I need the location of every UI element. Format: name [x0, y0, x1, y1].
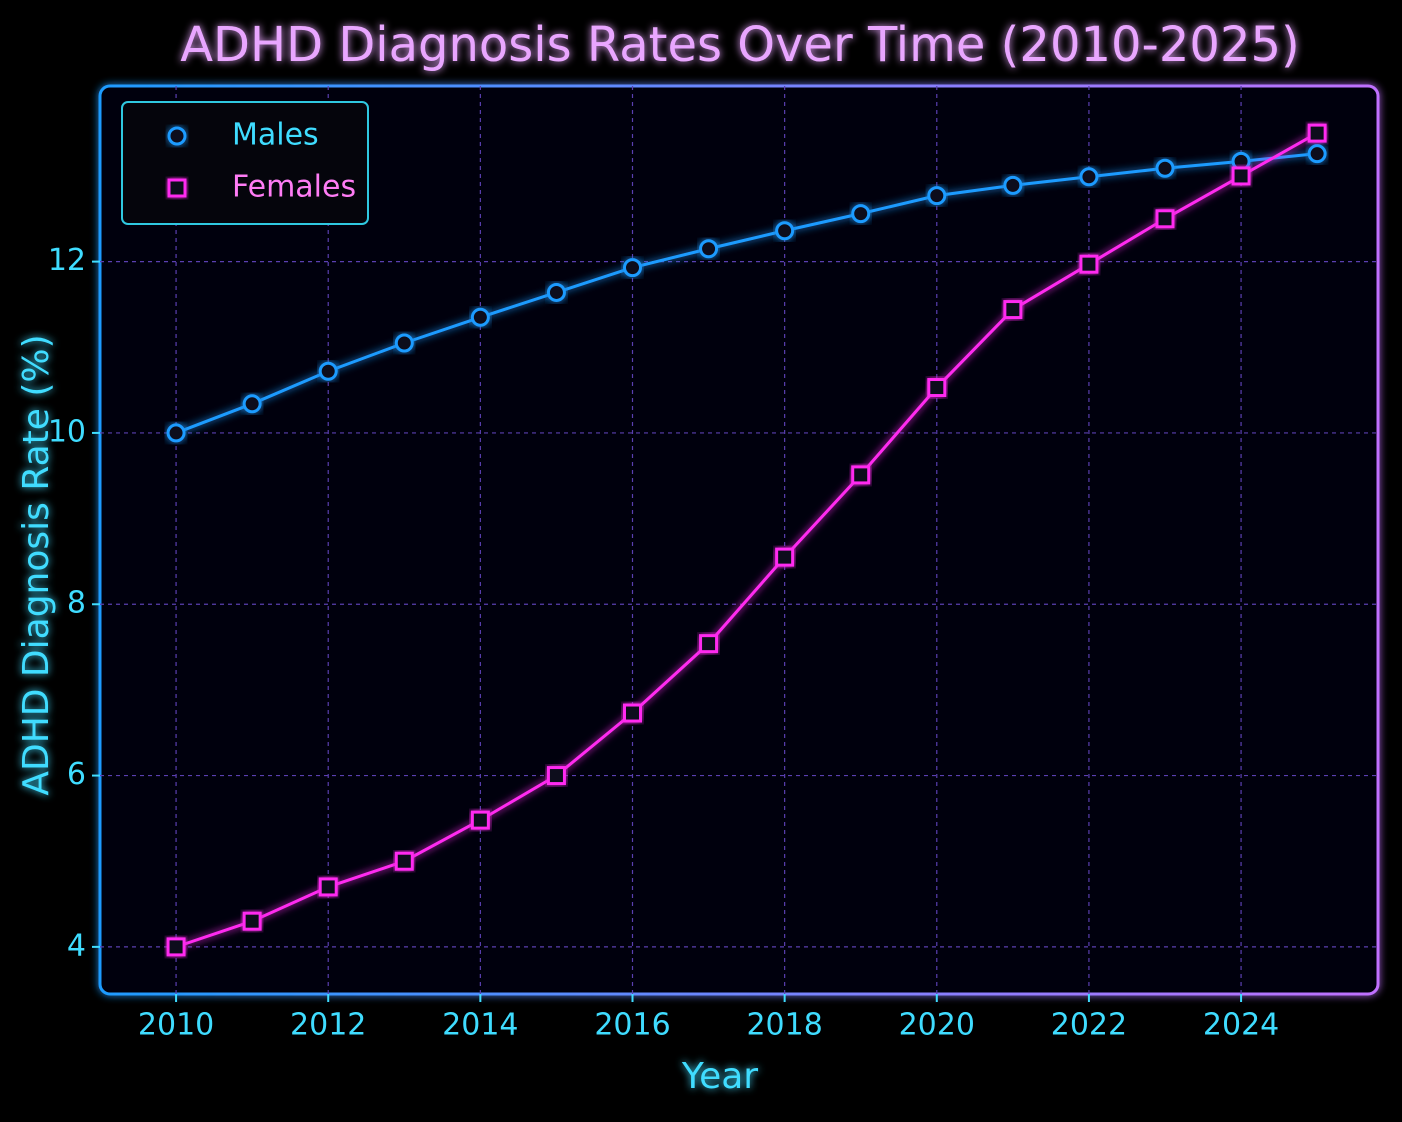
marker	[623, 258, 642, 278]
y-axis-label: ADHD Diagnosis Rate (%)	[16, 334, 57, 795]
marker	[394, 333, 414, 353]
marker	[927, 378, 947, 398]
marker	[699, 634, 719, 654]
marker	[927, 186, 947, 206]
legend-label: Males	[232, 118, 319, 153]
marker	[699, 239, 719, 259]
y-tick-label: 12	[48, 243, 86, 278]
marker	[394, 851, 414, 871]
legend-label: Females	[232, 170, 356, 205]
marker	[1155, 158, 1175, 178]
series-line	[175, 152, 1318, 435]
marker	[1079, 254, 1099, 274]
marker	[167, 126, 187, 146]
marker	[775, 221, 795, 241]
y-tick-label: 6	[67, 757, 86, 792]
y-tick-label: 4	[67, 928, 86, 963]
marker	[1003, 175, 1023, 195]
x-tick-label: 2012	[290, 1008, 366, 1043]
marker	[166, 937, 186, 957]
marker	[546, 766, 566, 786]
y-tick-label: 8	[67, 586, 86, 621]
legend: Males Females	[121, 101, 369, 225]
x-tick-label: 2016	[594, 1008, 670, 1043]
y-tick-label: 10	[48, 414, 86, 449]
marker	[318, 361, 338, 381]
marker	[318, 877, 338, 897]
marker	[470, 810, 490, 830]
marker	[242, 394, 262, 414]
x-tick-label: 2024	[1203, 1008, 1279, 1043]
marker	[775, 547, 795, 567]
marker	[623, 703, 642, 723]
marker	[1307, 144, 1327, 164]
marker	[851, 465, 871, 485]
marker	[1079, 167, 1099, 187]
x-tick-label: 2018	[746, 1008, 822, 1043]
plot-frame	[98, 84, 1380, 996]
x-tick-label: 2022	[1051, 1008, 1127, 1043]
marker	[1231, 166, 1251, 186]
marker	[1003, 300, 1023, 320]
marker	[242, 911, 262, 931]
marker	[1155, 209, 1175, 229]
chart-title: ADHD Diagnosis Rates Over Time (2010-202…	[180, 17, 1300, 73]
marker	[167, 178, 187, 198]
marker	[470, 307, 490, 327]
marker	[546, 282, 566, 302]
x-axis-label: Year	[681, 1056, 758, 1097]
series-line	[175, 131, 1318, 949]
x-tick-label: 2020	[899, 1008, 975, 1043]
marker	[1307, 123, 1327, 143]
marker	[851, 204, 871, 224]
x-tick-label: 2010	[138, 1008, 214, 1043]
marker	[166, 423, 186, 443]
x-tick-label: 2014	[442, 1008, 518, 1043]
